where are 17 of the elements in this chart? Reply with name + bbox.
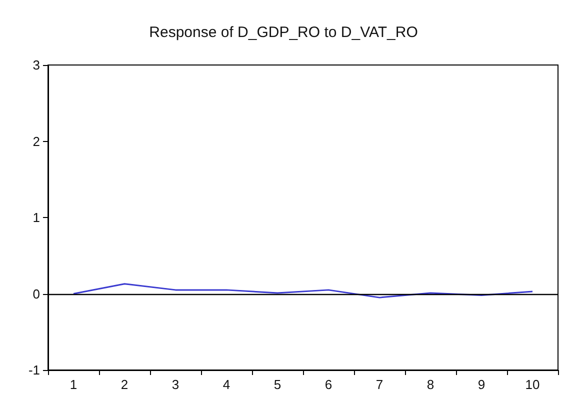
line-series <box>72 283 534 298</box>
x-tick-label: 4 <box>222 377 230 392</box>
x-tick-label: 5 <box>274 377 282 392</box>
x-tick-label: 7 <box>376 377 384 392</box>
y-tick-label: 0 <box>32 286 40 302</box>
x-tick-label: 10 <box>525 377 540 392</box>
x-tick-label: 6 <box>324 377 332 392</box>
x-tick-label: 8 <box>426 377 434 392</box>
y-tick-label: 3 <box>32 58 40 72</box>
x-tick-label: 2 <box>120 377 128 392</box>
x-tick-label: 3 <box>172 377 180 392</box>
x-tick-label: 1 <box>70 377 78 392</box>
chart-title: Response of D_GDP_RO to D_VAT_RO <box>149 24 418 41</box>
x-tick-label: 9 <box>478 377 486 392</box>
y-tick-label: 2 <box>32 134 40 149</box>
y-tick-label: 1 <box>32 210 40 225</box>
y-tick-label: -1 <box>28 362 40 378</box>
